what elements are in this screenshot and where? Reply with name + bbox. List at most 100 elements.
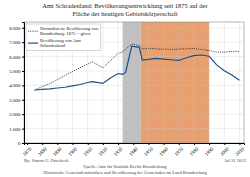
grid-line (24, 85, 244, 86)
tick-mark (22, 71, 24, 72)
tick-mark (22, 28, 24, 29)
tick-mark (103, 143, 104, 145)
grid-line (24, 56, 244, 57)
tick-mark (194, 143, 195, 145)
grid-line (239, 22, 240, 143)
grid-line (178, 22, 179, 143)
tick-mark (27, 143, 28, 145)
text-line: Amt Schradenland: Bevölkerungsentwicklun… (42, 2, 208, 9)
grid-line (163, 22, 164, 143)
plot-area (24, 22, 244, 143)
tick-label: 2000 (219, 146, 230, 157)
grid-line (133, 22, 134, 143)
tick: 1870 (22, 143, 33, 157)
tick: 3.000 (9, 98, 24, 103)
tick: 1890 (52, 143, 63, 157)
tick-label: 2010 (234, 146, 245, 157)
tick-mark (22, 85, 24, 86)
tick-label: 1870 (22, 146, 33, 157)
text-line: Brandenburg: 1875 = given (40, 31, 91, 36)
tick: 1900 (67, 143, 78, 157)
tick-label: 1910 (83, 146, 94, 157)
tick-mark (179, 143, 180, 145)
grid-line (24, 128, 244, 129)
tick: 1950 (143, 143, 154, 157)
legend-swatch (28, 31, 38, 32)
tick-label: 8.000 (9, 26, 21, 31)
tick-label: 1970 (174, 146, 185, 157)
tick: 1880 (37, 143, 48, 157)
grid-line (209, 22, 210, 143)
tick-label: 0 (18, 141, 21, 146)
tick-label: 5.000 (9, 69, 21, 74)
annotation: By: Simon G. Otterbeck (24, 158, 69, 163)
legend-swatch (28, 42, 38, 43)
tick-mark (148, 143, 149, 145)
tick-label: 1920 (98, 146, 109, 157)
tick: 2000 (219, 143, 230, 157)
tick: 1.000 (9, 127, 24, 132)
tick-mark (224, 143, 225, 145)
tick: 7.000 (9, 40, 24, 45)
chart: Amt Schradenland: Bevölkerungsentwicklun… (0, 0, 250, 177)
region (123, 22, 141, 143)
tick-label: 4.000 (9, 83, 21, 88)
y-axis: 0 1.000 2.000 3.000 4.000 5.000 6.000 7.000 8.00… (9, 23, 24, 147)
tick-label: 3.000 (9, 98, 21, 103)
tick: 5.000 (9, 69, 24, 74)
grid-line (148, 22, 149, 143)
tick-label: 1890 (52, 146, 63, 157)
tick-mark (239, 143, 240, 145)
series-line (35, 44, 240, 90)
tick: 1970 (174, 143, 185, 157)
tick-label: 1950 (143, 146, 154, 157)
grid-line (193, 22, 194, 143)
tick: 1960 (158, 143, 169, 157)
grid-line (24, 99, 244, 100)
tick: 1930 (113, 143, 124, 157)
tick-mark (22, 143, 24, 144)
tick-mark (22, 57, 24, 58)
tick-mark (22, 100, 24, 101)
annotation: Quelle: Amt für Statistik Berlin-Branden… (83, 164, 167, 169)
tick: 0 (18, 141, 24, 146)
grid-line (24, 114, 244, 115)
tick-mark (42, 143, 43, 145)
tick-label: 1900 (67, 146, 78, 157)
tick-mark (118, 143, 119, 145)
axis-line (25, 144, 245, 146)
tick-label: 1960 (158, 146, 169, 157)
tick: 8.000 (9, 26, 24, 31)
tick: 2.000 (9, 112, 24, 117)
tick: 1910 (83, 143, 94, 157)
series-line (35, 46, 240, 90)
tick-label: 6.000 (9, 55, 21, 60)
tick-mark (73, 143, 74, 145)
grid-line (118, 22, 119, 143)
tick-mark (57, 143, 58, 145)
grid (24, 22, 244, 143)
tick-mark (22, 129, 24, 130)
tick-mark (22, 42, 24, 43)
tick-mark (164, 143, 165, 145)
tick-label: 1880 (37, 146, 48, 157)
tick: 4.000 (9, 83, 24, 88)
tick-mark (22, 114, 24, 115)
tick: 1980 (189, 143, 200, 157)
axis-line (22, 23, 25, 144)
tick: 1940 (128, 143, 139, 157)
tick-label: 1990 (204, 146, 215, 157)
tick-mark (133, 143, 134, 145)
annotation: Historische Gemeindestatistiken und Bevö… (43, 170, 207, 175)
tick-label: 2.000 (9, 112, 21, 117)
tick-label: 1.000 (9, 127, 21, 132)
grid-line (224, 22, 225, 143)
tick-label: 1980 (189, 146, 200, 157)
plot-frame (24, 22, 244, 143)
legend-label: Normalisierte Bevölkerung vonBrandenburg… (40, 26, 99, 36)
tick-mark (209, 143, 210, 145)
tick: 2010 (234, 143, 245, 157)
tick-label: 7.000 (9, 40, 21, 45)
legend-label: Bevölkerung von AmtSchradenland (40, 38, 82, 48)
grid-line (24, 70, 244, 71)
